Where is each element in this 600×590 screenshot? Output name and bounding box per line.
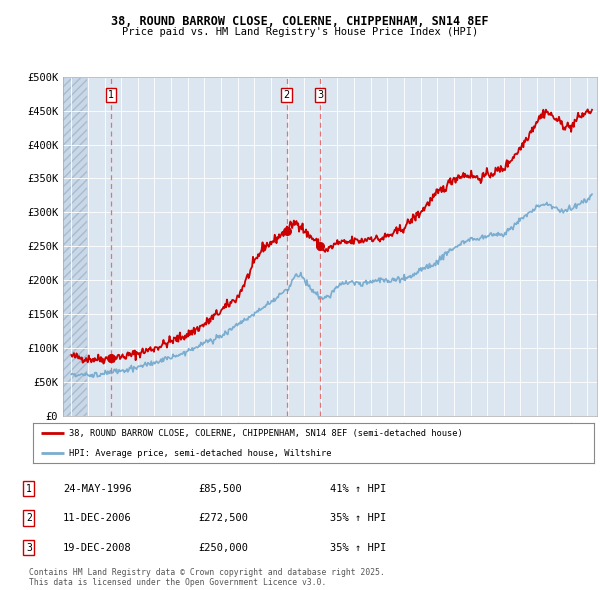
Text: £272,500: £272,500	[198, 513, 248, 523]
Text: £85,500: £85,500	[198, 484, 242, 493]
Text: 2: 2	[26, 513, 32, 523]
Bar	[63, 77, 86, 416]
Text: 1: 1	[108, 90, 114, 100]
Text: 11-DEC-2006: 11-DEC-2006	[63, 513, 132, 523]
Text: 24-MAY-1996: 24-MAY-1996	[63, 484, 132, 493]
Text: 1: 1	[26, 484, 32, 493]
Text: 41% ↑ HPI: 41% ↑ HPI	[330, 484, 386, 493]
Text: 35% ↑ HPI: 35% ↑ HPI	[330, 513, 386, 523]
Text: 35% ↑ HPI: 35% ↑ HPI	[330, 543, 386, 552]
Text: 3: 3	[26, 543, 32, 552]
Bar	[63, 77, 86, 416]
Text: 38, ROUND BARROW CLOSE, COLERNE, CHIPPENHAM, SN14 8EF (semi-detached house): 38, ROUND BARROW CLOSE, COLERNE, CHIPPEN…	[70, 428, 463, 438]
Text: 38, ROUND BARROW CLOSE, COLERNE, CHIPPENHAM, SN14 8EF: 38, ROUND BARROW CLOSE, COLERNE, CHIPPEN…	[111, 15, 489, 28]
Text: 19-DEC-2008: 19-DEC-2008	[63, 543, 132, 552]
Text: 3: 3	[317, 90, 323, 100]
Text: HPI: Average price, semi-detached house, Wiltshire: HPI: Average price, semi-detached house,…	[70, 448, 332, 458]
Text: 2: 2	[283, 90, 290, 100]
Text: Price paid vs. HM Land Registry's House Price Index (HPI): Price paid vs. HM Land Registry's House …	[122, 27, 478, 37]
Text: £250,000: £250,000	[198, 543, 248, 552]
Text: Contains HM Land Registry data © Crown copyright and database right 2025.
This d: Contains HM Land Registry data © Crown c…	[29, 568, 385, 587]
